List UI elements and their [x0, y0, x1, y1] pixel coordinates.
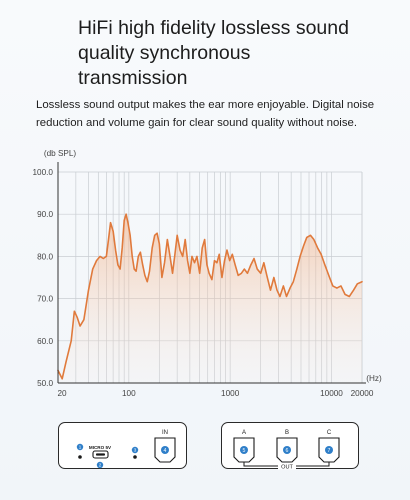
input-ports-panel	[58, 422, 187, 469]
y-tick-label: 50.0	[37, 379, 53, 388]
description-line-1: Lossless sound output makes the ear more…	[36, 99, 375, 111]
y-tick-label: 80.0	[37, 252, 53, 261]
y-tick-label: 70.0	[37, 295, 53, 304]
title-line-3: transmission	[78, 67, 188, 89]
x-tick-label: 20000	[351, 389, 374, 398]
x-tick-label: 100	[122, 389, 136, 398]
response-area-fill	[58, 214, 362, 383]
x-tick-label: 20	[57, 389, 67, 398]
y-tick-label: 90.0	[37, 210, 53, 219]
description: Lossless sound output makes the ear more…	[36, 96, 386, 132]
x-tick-label: 10000	[320, 389, 343, 398]
frequency-response-chart: 100.0 90.0 80.0 70.0 60.0 50.0 20 100 1000 10000 2…	[33, 149, 382, 398]
title-line-2: quality synchronous	[78, 42, 251, 64]
page-title: HiFi high fidelity lossless sound qualit…	[78, 16, 378, 91]
x-axis-title: (Hz)	[366, 374, 382, 383]
response-curve	[57, 213, 363, 380]
x-tick-label: 1000	[221, 389, 240, 398]
y-tick-label: 60.0	[37, 337, 53, 346]
chart-axes	[57, 162, 366, 384]
chart-area-layer	[57, 213, 363, 383]
description-line-2: reduction and volume gain for clear soun…	[36, 117, 358, 129]
y-tick-label: 100.0	[33, 168, 54, 177]
y-axis-title: (db SPL)	[44, 149, 77, 158]
chart-labels: 100.0 90.0 80.0 70.0 60.0 50.0 20 100 1000 10000 2…	[33, 149, 382, 398]
output-ports-panel	[221, 422, 359, 469]
title-line-1: HiFi high fidelity lossless sound	[78, 17, 349, 39]
